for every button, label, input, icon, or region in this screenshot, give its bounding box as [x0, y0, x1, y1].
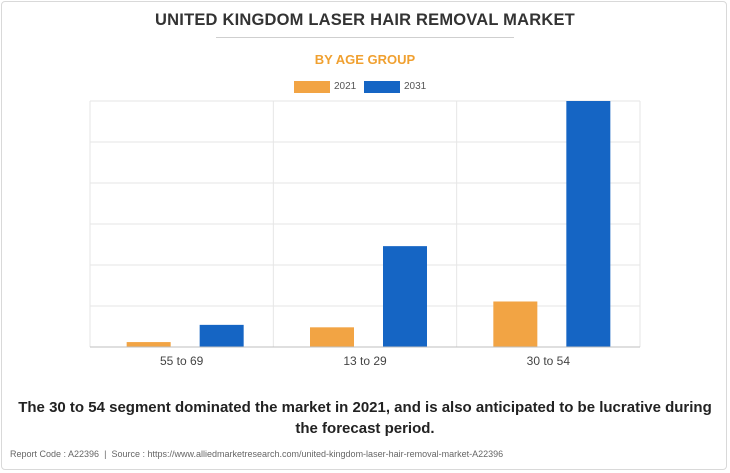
- bar-2021-13-to-29: [310, 327, 354, 347]
- x-tick-label: 55 to 69: [160, 354, 204, 368]
- bar-2021-55-to-69: [126, 342, 171, 347]
- bar-2031-55-to-69: [199, 324, 244, 347]
- legend-swatch-2021: [294, 81, 330, 93]
- bar-2031-30-to-54: [566, 101, 611, 347]
- report-source[interactable]: Source : https://www.alliedmarketresearc…: [111, 449, 504, 459]
- chart-summary: The 30 to 54 segment dominated the marke…: [18, 399, 712, 437]
- bar-2021-30-to-54: [493, 301, 538, 347]
- chart-title: UNITED KINGDOM LASER HAIR REMOVAL MARKET: [155, 11, 575, 29]
- legend-swatch-2031: [364, 81, 400, 93]
- legend-label-2021: 2021: [334, 81, 357, 92]
- chart-subtitle: BY AGE GROUP: [314, 52, 416, 67]
- title-divider: [216, 37, 514, 38]
- x-tick-label: 13 to 29: [343, 354, 387, 368]
- x-tick-label: 30 to 54: [527, 354, 571, 368]
- bar-2031-13-to-29: [383, 246, 427, 347]
- footer-separator: |: [104, 449, 107, 459]
- chart-legend: 2021 2031: [0, 80, 730, 94]
- bar-chart: 55 to 69 13 to 29 30 to 54: [89, 100, 641, 368]
- legend-label-2031: 2031: [404, 81, 427, 92]
- report-code: Report Code : A22396: [10, 449, 100, 459]
- report-footer: Report Code : A22396 | Source : https://…: [10, 449, 503, 459]
